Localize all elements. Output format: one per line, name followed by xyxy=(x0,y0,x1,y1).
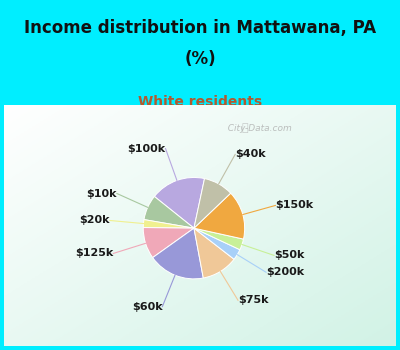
Wedge shape xyxy=(194,228,244,250)
Text: $75k: $75k xyxy=(238,295,268,305)
Text: $10k: $10k xyxy=(86,189,117,198)
Wedge shape xyxy=(194,178,231,228)
Text: $60k: $60k xyxy=(132,302,162,312)
Text: $200k: $200k xyxy=(266,267,304,277)
Wedge shape xyxy=(144,196,194,228)
Wedge shape xyxy=(194,228,234,278)
Wedge shape xyxy=(194,193,245,239)
Text: $40k: $40k xyxy=(235,149,266,159)
Wedge shape xyxy=(154,177,204,228)
Text: (%): (%) xyxy=(184,50,216,68)
Text: $150k: $150k xyxy=(275,201,314,210)
Text: City-Data.com: City-Data.com xyxy=(222,124,292,133)
Wedge shape xyxy=(153,228,203,279)
Text: Income distribution in Mattawana, PA: Income distribution in Mattawana, PA xyxy=(24,19,376,37)
Text: $100k: $100k xyxy=(128,144,166,154)
Text: ⌕: ⌕ xyxy=(241,123,248,133)
Text: White residents: White residents xyxy=(138,94,262,108)
Wedge shape xyxy=(143,219,194,228)
Text: $20k: $20k xyxy=(79,216,110,225)
Text: $50k: $50k xyxy=(274,250,304,260)
Wedge shape xyxy=(194,228,240,259)
Wedge shape xyxy=(143,228,194,258)
Text: $125k: $125k xyxy=(75,248,113,258)
